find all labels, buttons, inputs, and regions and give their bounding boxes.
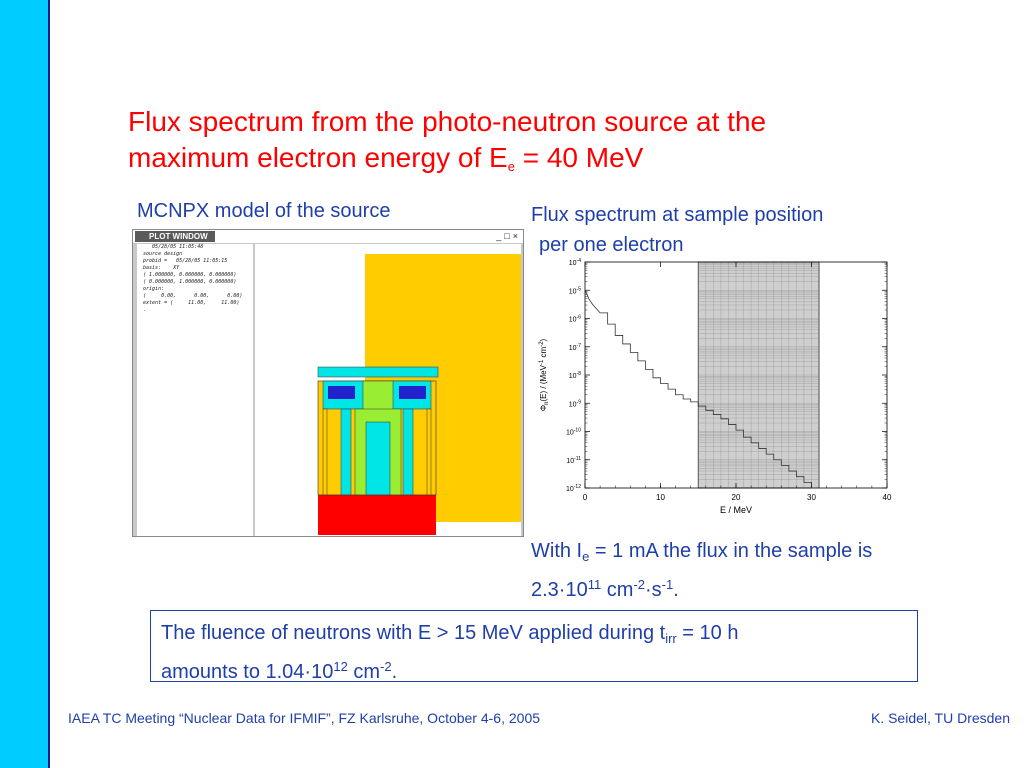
note-sup2: -2 <box>633 577 645 592</box>
title-line-1: Flux spectrum from the photo-neutron sou… <box>128 106 767 137</box>
plot-text-line: origin: <box>137 286 165 292</box>
box-pre: The fluence of neutrons with E > 15 MeV … <box>161 622 666 644</box>
left-blue-block <box>328 386 355 399</box>
top-cap <box>317 366 439 378</box>
plot-window-text-panel: 05/28/05 11:05:48 source design probid =… <box>137 244 253 536</box>
y-tick-label: 10-12 <box>566 484 581 493</box>
x-tick-label: 20 <box>732 493 741 502</box>
note-sup1: 11 <box>587 577 602 592</box>
x-tick-label: 30 <box>807 493 816 502</box>
plot-text-line: ( 0.000000, 1.000000, 0.000000) <box>137 279 237 285</box>
center-cyan-core <box>365 421 391 496</box>
plot-text-line: ( 1.000000, 0.000000, 0.000000) <box>137 272 237 278</box>
chart-axes: 0 10 20 30 40 10-4 10-5 10-6 10-7 10-8 10-9 10-10 10… <box>566 258 892 502</box>
plot-text-line: . <box>137 307 147 313</box>
flux-series-line <box>584 290 820 489</box>
fluence-box: The fluence of neutrons with E > 15 MeV … <box>150 610 918 683</box>
footer-author: K. Seidel, TU Dresden <box>870 710 1010 726</box>
box-l2-mid: cm <box>347 661 381 683</box>
plot-text-line: ( 0.00, 0.00, 0.00) <box>137 293 243 299</box>
right-cyan-post <box>402 408 414 496</box>
left-thin-wall <box>322 408 328 496</box>
flux-note-line-1: With Ie = 1 mA the flux in the sample is <box>531 537 872 571</box>
plot-text-line: 05/28/05 11:05:48 <box>137 244 204 250</box>
note-l2-mid2: ·s <box>645 579 662 601</box>
left-accent-bar <box>0 0 50 768</box>
flux-note-line-2: 2.3·1011 cm-2·s-1. <box>531 571 872 604</box>
y-tick-label: 10-9 <box>569 399 581 408</box>
right-blue-block <box>399 386 426 399</box>
title-line-2-pre: maximum electron energy of E <box>128 142 508 173</box>
y-axis-label: Φn(E) / (MeV-1 cm-2) <box>539 338 550 411</box>
geometry-plot <box>255 244 521 536</box>
note-l2-mid: cm <box>601 579 634 601</box>
window-controls[interactable]: _□× <box>496 231 521 241</box>
x-tick-label: 0 <box>583 493 588 502</box>
y-tick-label: 10-6 <box>569 315 581 324</box>
note-pre: With I <box>531 540 583 562</box>
right-caption-line-2: per one electron <box>539 234 684 256</box>
box-l2-post: . <box>391 661 398 683</box>
box-sup2: -2 <box>380 659 392 674</box>
plot-window: PLOT WINDOW _□× 05/28/05 11:05:48 source… <box>132 229 524 537</box>
fluence-line-1: The fluence of neutrons with E > 15 MeV … <box>161 619 907 653</box>
box-sup1: 12 <box>333 659 348 674</box>
y-tick-label: 10-5 <box>569 286 581 295</box>
flux-spectrum-chart: 0 10 20 30 40 10-4 10-5 10-6 10-7 10-8 10-9 10-10 10… <box>539 258 892 515</box>
left-cyan-post <box>340 408 352 496</box>
right-caption-line-1: Flux spectrum at sample position <box>531 204 824 226</box>
slide-title: Flux spectrum from the photo-neutron sou… <box>128 104 948 185</box>
right-thin-wall <box>426 408 432 496</box>
flux-note: With Ie = 1 mA the flux in the sample is… <box>531 537 872 604</box>
y-tick-label: 10-8 <box>569 371 581 380</box>
box-post: = 10 h <box>676 622 739 644</box>
note-mid: = 1 mA the flux in the sample is <box>589 540 873 562</box>
plot-window-title: PLOT WINDOW <box>135 231 215 242</box>
title-line-2-post: = 40 MeV <box>514 142 644 173</box>
fluence-line-2: amounts to 1.04·1012 cm-2. <box>161 653 907 686</box>
x-tick-label: 10 <box>656 493 665 502</box>
right-caption: Flux spectrum at sample position per one… <box>531 200 823 260</box>
plot-text-line: source design <box>137 251 183 257</box>
note-sup3: -1 <box>661 577 674 592</box>
plot-text-line: extent = ( 11.00, 11.00) <box>137 300 240 306</box>
note-l2-pre: 2.3·10 <box>531 579 588 601</box>
title-line-2-sub: e <box>507 159 515 174</box>
plot-text-line: probid = 05/28/05 11:05:15 <box>137 258 228 264</box>
title-line-2: maximum electron energy of Ee = 40 MeV <box>128 140 948 185</box>
chart-highlight-grid <box>697 261 820 489</box>
x-tick-label: 40 <box>883 493 892 502</box>
geometry-svg <box>255 244 521 536</box>
plot-text-line: basis: XY <box>137 265 180 271</box>
left-caption: MCNPX model of the source <box>137 200 391 222</box>
y-tick-label: 10-7 <box>569 343 581 352</box>
plot-window-titlebar: PLOT WINDOW _□× <box>133 230 523 243</box>
y-tick-label: 10-4 <box>569 258 581 267</box>
box-sub: irr <box>665 631 677 646</box>
y-tick-label: 10-10 <box>566 428 581 437</box>
note-l2-post: . <box>673 579 679 601</box>
note-sub: e <box>582 549 590 564</box>
box-l2-pre: amounts to 1.04·10 <box>161 661 334 683</box>
footer-conference: IAEA TC Meeting “Nuclear Data for IFMIF”… <box>68 710 541 726</box>
y-tick-label: 10-11 <box>566 456 581 465</box>
x-axis-label: E / MeV <box>720 505 752 515</box>
red-base <box>318 495 436 535</box>
